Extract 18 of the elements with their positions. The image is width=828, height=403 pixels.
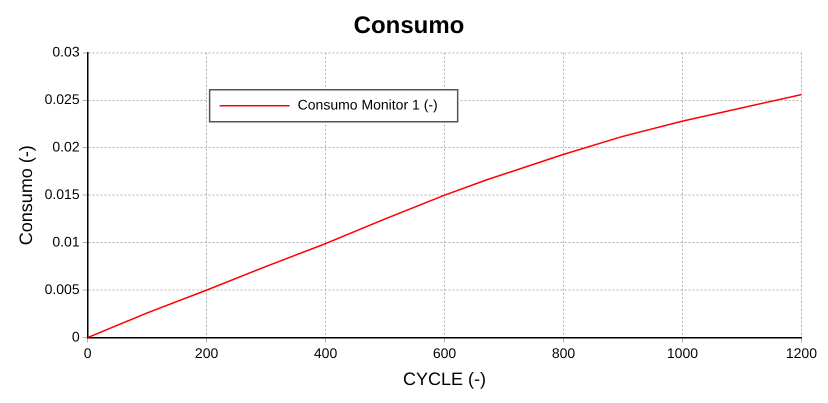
y-tick-label: 0.01	[52, 234, 80, 250]
chart-title: Consumo	[354, 12, 464, 40]
x-tick-label: 1000	[666, 344, 698, 361]
y-tick-label: 0.03	[52, 44, 80, 60]
legend-label: Consumo Monitor 1 (-)	[298, 96, 438, 113]
x-tick-label: 600	[432, 344, 456, 361]
x-tick-label: 200	[194, 344, 218, 361]
x-axis-title: CYCLE (-)	[403, 369, 486, 390]
y-axis-title: Consumo (-)	[16, 145, 36, 246]
y-tick-label: 0.015	[44, 186, 80, 202]
x-tick-label: 1200	[786, 344, 818, 361]
x-tick-label: 0	[84, 344, 92, 361]
y-tick-label: 0.02	[52, 138, 80, 155]
x-tick-label: 800	[552, 344, 576, 361]
x-tick-label: 400	[314, 344, 338, 361]
y-tick-label: 0.005	[44, 280, 80, 297]
y-tick-label: 0	[72, 328, 80, 344]
y-tick-label: 0.025	[44, 91, 80, 108]
